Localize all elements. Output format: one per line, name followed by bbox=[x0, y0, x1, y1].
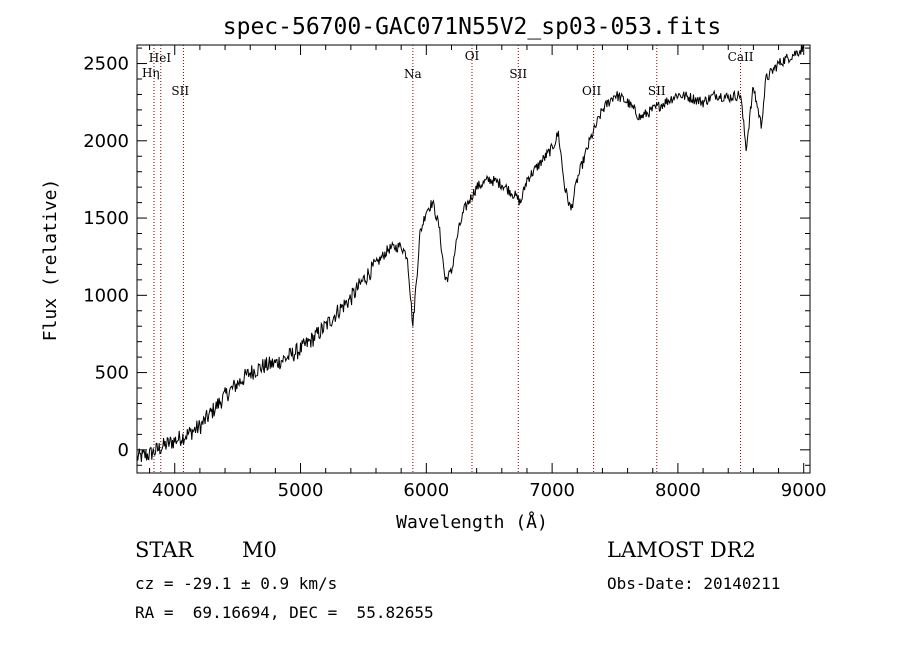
x-tick-label: 7000 bbox=[529, 480, 575, 501]
x-tick-label: 6000 bbox=[403, 480, 449, 501]
spectral-line-label: SII bbox=[509, 67, 527, 81]
x-tick-label: 4000 bbox=[152, 480, 198, 501]
redshift-info: cz = -29.1 ± 0.9 km/s bbox=[135, 574, 338, 593]
plot-frame bbox=[136, 44, 811, 474]
obs-date: Obs-Date: 20140211 bbox=[607, 574, 781, 593]
y-tick-label: 2500 bbox=[83, 54, 129, 75]
x-tick-label: 9000 bbox=[781, 480, 827, 501]
y-tick-label: 0 bbox=[118, 440, 129, 461]
y-tick-label: 1500 bbox=[83, 208, 129, 229]
spectral-line-label: Hη bbox=[142, 66, 160, 80]
y-tick-label: 1000 bbox=[83, 285, 129, 306]
survey-name: LAMOST DR2 bbox=[607, 538, 756, 562]
y-tick-label: 2000 bbox=[83, 131, 129, 152]
spectrum-line bbox=[136, 44, 805, 463]
x-tick-label: 8000 bbox=[655, 480, 701, 501]
spectral-line-label: SII bbox=[648, 84, 666, 98]
y-tick-label: 500 bbox=[95, 363, 129, 384]
spectral-line-label: SII bbox=[171, 84, 189, 98]
y-axis-label: Flux (relative) bbox=[40, 179, 61, 342]
coordinates: RA = 69.16694, DEC = 55.82655 bbox=[135, 603, 434, 622]
chart-title: spec-56700-GAC071N55V2_sp03-053.fits bbox=[223, 14, 722, 40]
spectral-line-label: Na bbox=[404, 67, 422, 81]
spectral-line-label: OII bbox=[582, 84, 602, 98]
x-axis-label: Wavelength (Å) bbox=[396, 511, 548, 533]
spectral-line-label: OI bbox=[465, 49, 480, 63]
spectral-line-label: CaII bbox=[728, 50, 754, 64]
subclass: M0 bbox=[242, 538, 277, 562]
x-tick-label: 5000 bbox=[278, 480, 324, 501]
spectral-line-label: HeI bbox=[149, 51, 172, 65]
object-class: STAR bbox=[135, 538, 194, 562]
